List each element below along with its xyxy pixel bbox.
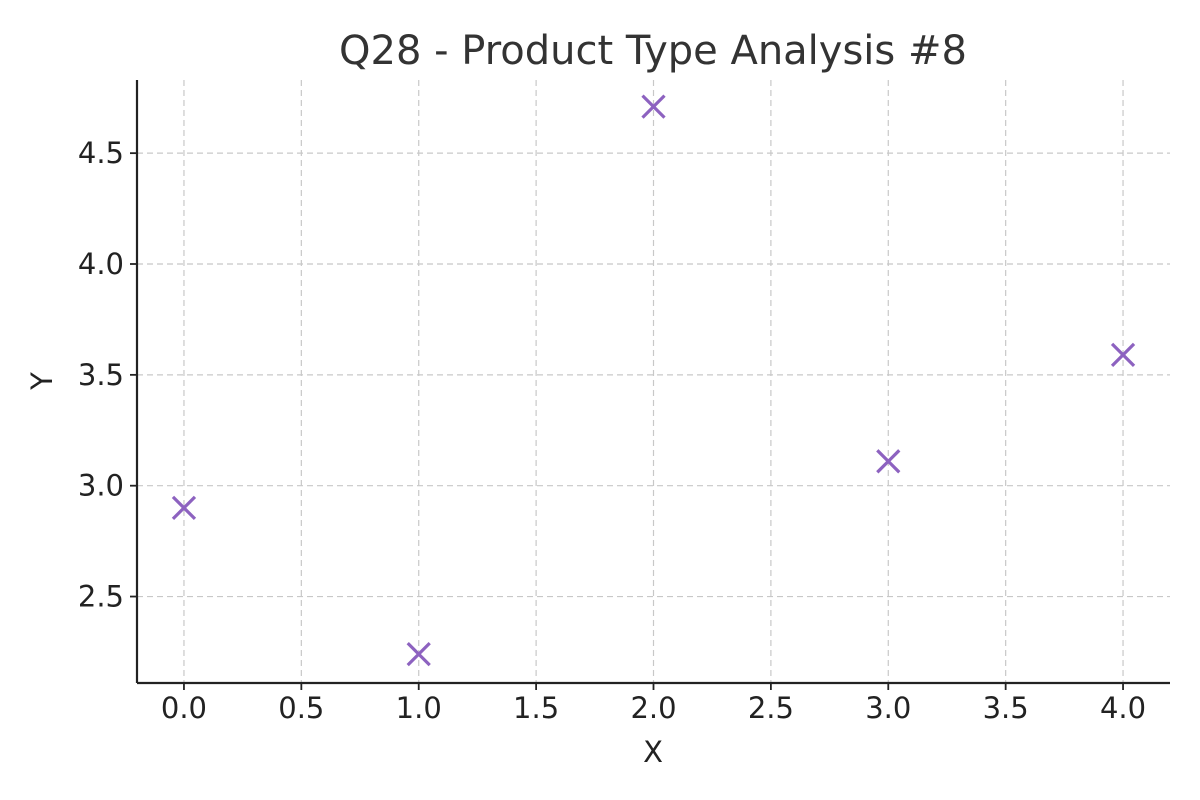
data-point bbox=[1110, 342, 1136, 368]
y-tick-label: 4.5 bbox=[78, 136, 124, 170]
x-gridlines bbox=[183, 80, 1124, 683]
y-tick-label: 2.5 bbox=[78, 580, 124, 614]
x-tick-label: 3.5 bbox=[983, 691, 1029, 725]
data-point bbox=[876, 449, 901, 474]
y-gridlines bbox=[137, 152, 1170, 598]
x-tick-label: 2.5 bbox=[748, 691, 794, 725]
x-axis-label: X bbox=[643, 735, 663, 769]
x-tick-label: 0.5 bbox=[278, 691, 324, 725]
x-axis-ticks: 0.0 0.5 1.0 1.5 2.0 2.5 3.0 3.5 4.0 bbox=[161, 683, 1146, 725]
x-tick-label: 1.0 bbox=[396, 691, 442, 725]
y-tick-label: 3.0 bbox=[78, 469, 124, 503]
y-axis-label: Y bbox=[25, 372, 59, 391]
x-tick-label: 0.0 bbox=[161, 691, 207, 725]
x-tick-label: 4.0 bbox=[1100, 691, 1146, 725]
data-points bbox=[171, 94, 1136, 667]
x-tick-label: 2.0 bbox=[630, 691, 676, 725]
x-tick-label: 1.5 bbox=[513, 691, 559, 725]
data-point bbox=[641, 94, 666, 119]
data-point bbox=[171, 495, 197, 520]
y-axis-ticks: 2.5 3.0 3.5 4.0 4.5 bbox=[78, 136, 137, 614]
x-tick-label: 3.0 bbox=[865, 691, 911, 725]
y-tick-label: 3.5 bbox=[78, 358, 124, 392]
y-tick-label: 4.0 bbox=[78, 247, 124, 281]
data-point bbox=[406, 642, 431, 667]
chart-title: Q28 - Product Type Analysis #8 bbox=[339, 28, 967, 74]
